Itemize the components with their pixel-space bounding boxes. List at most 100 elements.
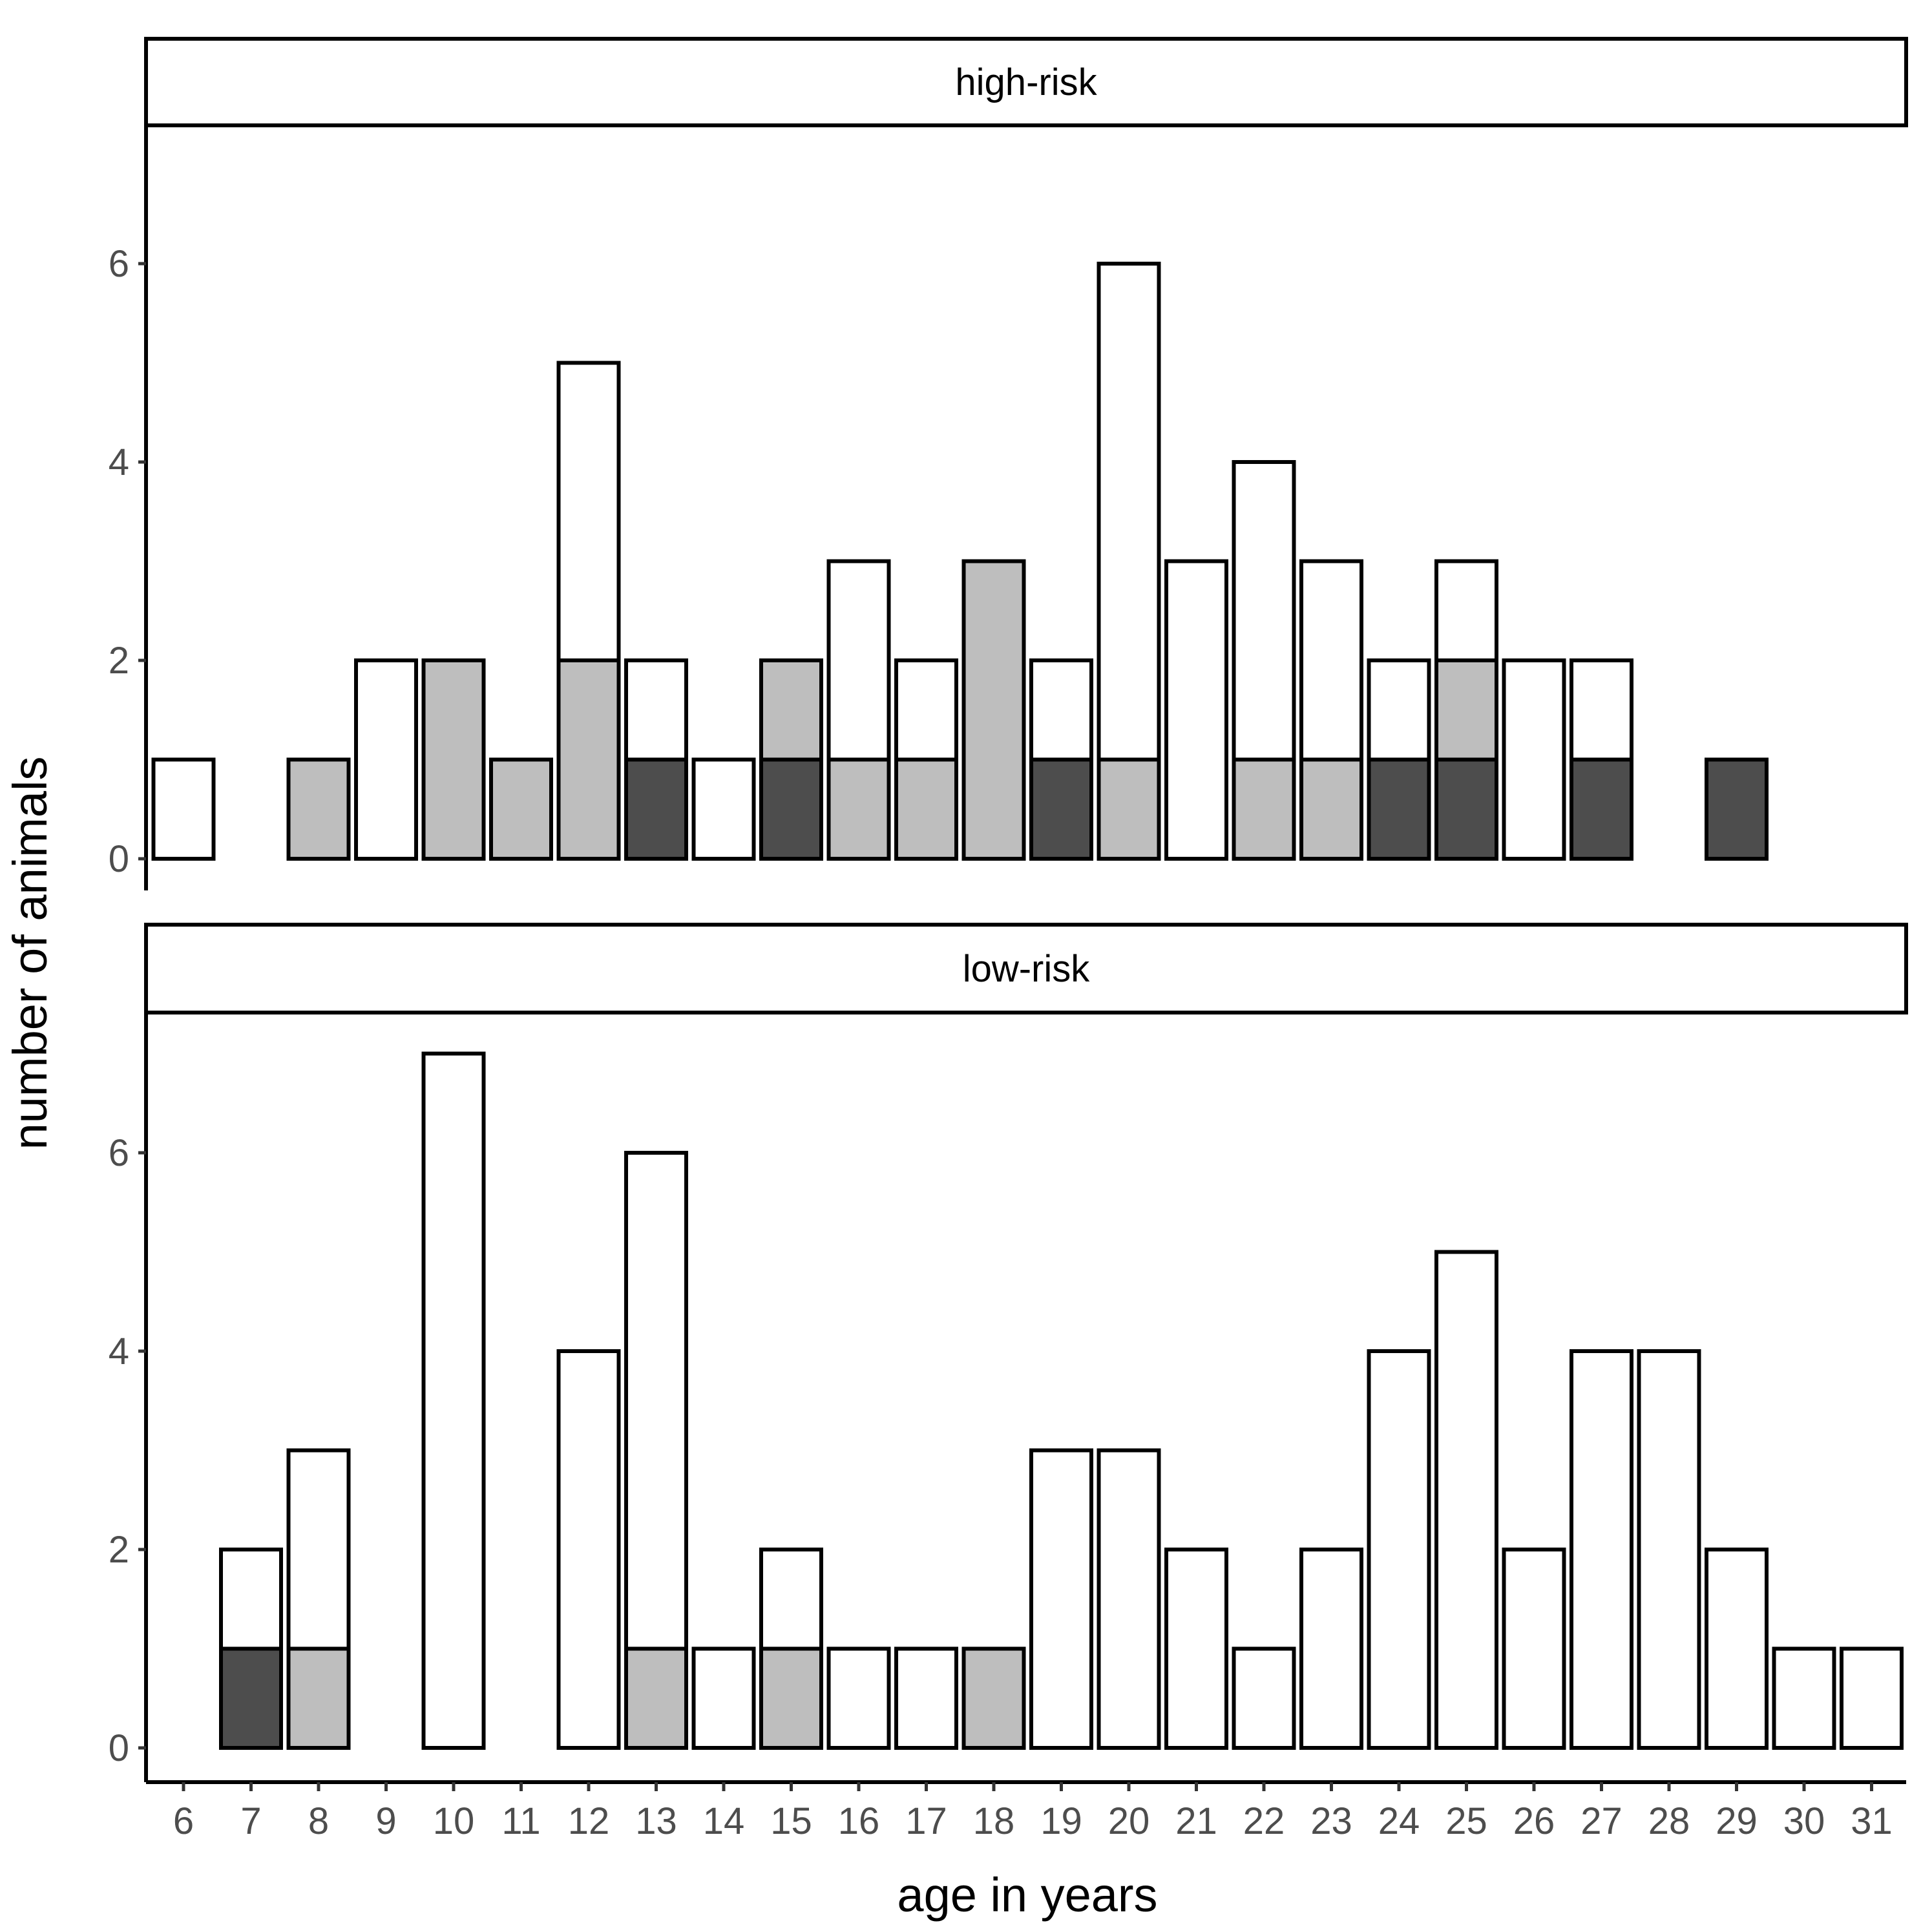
bar-low-risk-gray-age-13	[624, 1646, 688, 1750]
bar-high-risk-dark-age-19	[1029, 757, 1093, 861]
y-tick-label: 6	[109, 243, 129, 285]
bar-low-risk-white-age-20	[1097, 1448, 1161, 1750]
bar-high-risk-gray-age-25	[1434, 658, 1498, 762]
bar-low-risk-white-age-23	[1299, 1548, 1363, 1750]
x-tick-label: 27	[1580, 1800, 1622, 1842]
bar-high-risk-dark-age-24	[1367, 757, 1431, 861]
x-tick-label: 28	[1648, 1800, 1690, 1842]
y-tick-label: 2	[109, 1529, 129, 1571]
bar-high-risk-white-age-22	[1232, 460, 1296, 762]
x-tick-label: 18	[973, 1800, 1015, 1842]
x-tick-label: 30	[1783, 1800, 1825, 1842]
bar-high-risk-white-age-12	[556, 361, 621, 662]
x-tick-label: 8	[308, 1800, 329, 1842]
bar-low-risk-white-age-15	[759, 1548, 823, 1651]
x-tick-label: 15	[770, 1800, 812, 1842]
bar-high-risk-gray-age-22	[1232, 757, 1296, 861]
x-tick-label: 10	[433, 1800, 475, 1842]
bar-high-risk-gray-age-17	[894, 757, 958, 861]
bar-low-risk-white-age-24	[1367, 1349, 1431, 1750]
bar-high-risk-gray-age-15	[759, 658, 823, 762]
x-axis-title: age in years	[897, 1868, 1157, 1922]
bar-high-risk-gray-age-12	[556, 658, 621, 861]
bar-high-risk-dark-age-13	[624, 757, 688, 861]
x-tick-label: 26	[1513, 1800, 1555, 1842]
x-tick-label: 23	[1310, 1800, 1352, 1842]
y-tick-label: 4	[109, 1330, 129, 1372]
x-tick-label: 24	[1378, 1800, 1420, 1842]
bar-low-risk-white-age-28	[1637, 1349, 1701, 1750]
bar-low-risk-dark-age-7	[219, 1646, 283, 1750]
bar-high-risk-gray-age-16	[826, 757, 891, 861]
bar-high-risk-white-age-27	[1570, 658, 1633, 762]
bar-high-risk-white-age-23	[1299, 559, 1363, 762]
x-tick-label: 20	[1108, 1800, 1150, 1842]
bar-high-risk-white-age-21	[1164, 559, 1228, 861]
bar-high-risk-white-age-9	[354, 658, 418, 861]
bar-high-risk-gray-age-8	[286, 757, 351, 861]
y-tick-label: 2	[109, 640, 129, 682]
bar-low-risk-white-age-19	[1029, 1448, 1093, 1750]
bar-high-risk-white-age-19	[1029, 658, 1093, 762]
x-tick-label: 25	[1445, 1800, 1487, 1842]
x-tick-label: 16	[838, 1800, 880, 1842]
x-tick-label: 11	[501, 1800, 540, 1842]
x-tick-label: 13	[635, 1800, 677, 1842]
facet-strip	[144, 923, 1908, 1014]
x-tick-label: 21	[1175, 1800, 1217, 1842]
y-tick-label: 0	[109, 838, 129, 880]
bar-low-risk-white-age-10	[421, 1051, 486, 1750]
bar-high-risk-white-age-16	[826, 559, 891, 762]
bar-high-risk-white-age-6	[151, 757, 216, 861]
bar-high-risk-gray-age-23	[1299, 757, 1363, 861]
bar-low-risk-white-age-25	[1434, 1250, 1498, 1750]
bar-high-risk-gray-age-10	[421, 658, 486, 861]
bar-low-risk-white-age-29	[1705, 1548, 1769, 1750]
y-axis-title: number of animals	[3, 757, 57, 1150]
facet-strip-label: high-risk	[955, 61, 1097, 103]
x-tick-label: 17	[905, 1800, 947, 1842]
y-tick-label: 6	[109, 1132, 129, 1174]
bar-low-risk-white-age-13	[624, 1151, 688, 1651]
x-tick-label: 31	[1851, 1800, 1893, 1842]
bar-high-risk-white-age-26	[1502, 658, 1566, 861]
bar-low-risk-white-age-7	[219, 1548, 283, 1651]
bar-low-risk-white-age-26	[1502, 1548, 1566, 1750]
bar-low-risk-white-age-30	[1772, 1646, 1836, 1750]
bar-high-risk-dark-age-15	[759, 757, 823, 861]
x-tick-label: 19	[1040, 1800, 1082, 1842]
bar-high-risk-white-age-25	[1434, 559, 1498, 662]
bar-high-risk-white-age-20	[1097, 262, 1161, 762]
bar-low-risk-white-age-16	[826, 1646, 891, 1750]
bar-high-risk-white-age-17	[894, 658, 958, 762]
bar-low-risk-white-age-17	[894, 1646, 958, 1750]
bar-high-risk-dark-age-27	[1570, 757, 1633, 861]
facet-strip	[144, 37, 1908, 127]
bar-low-risk-gray-age-18	[961, 1646, 1026, 1750]
bar-low-risk-white-age-14	[691, 1646, 756, 1750]
bar-low-risk-white-age-8	[286, 1448, 351, 1651]
x-tick-label: 14	[703, 1800, 745, 1842]
bar-low-risk-white-age-12	[556, 1349, 621, 1750]
bar-high-risk-white-age-24	[1367, 658, 1431, 762]
x-tick-label: 22	[1243, 1800, 1285, 1842]
y-tick-label: 0	[109, 1727, 129, 1769]
bar-low-risk-gray-age-15	[759, 1646, 823, 1750]
y-tick-label: 4	[109, 441, 129, 483]
bar-high-risk-gray-age-20	[1097, 757, 1161, 861]
bar-low-risk-white-age-31	[1840, 1646, 1904, 1750]
bar-low-risk-white-age-22	[1232, 1646, 1296, 1750]
bar-low-risk-gray-age-8	[286, 1646, 351, 1750]
bar-high-risk-dark-age-25	[1434, 757, 1498, 861]
x-tick-label: 29	[1716, 1800, 1758, 1842]
bar-high-risk-dark-age-29	[1705, 757, 1769, 861]
x-tick-label: 6	[173, 1800, 194, 1842]
x-tick-label: 12	[568, 1800, 610, 1842]
bar-high-risk-white-age-14	[691, 757, 756, 861]
bar-high-risk-gray-age-11	[489, 757, 553, 861]
bar-low-risk-white-age-27	[1570, 1349, 1633, 1750]
x-tick-label: 7	[240, 1800, 261, 1842]
bar-high-risk-white-age-13	[624, 658, 688, 762]
facet-strip-label: low-risk	[963, 948, 1091, 990]
